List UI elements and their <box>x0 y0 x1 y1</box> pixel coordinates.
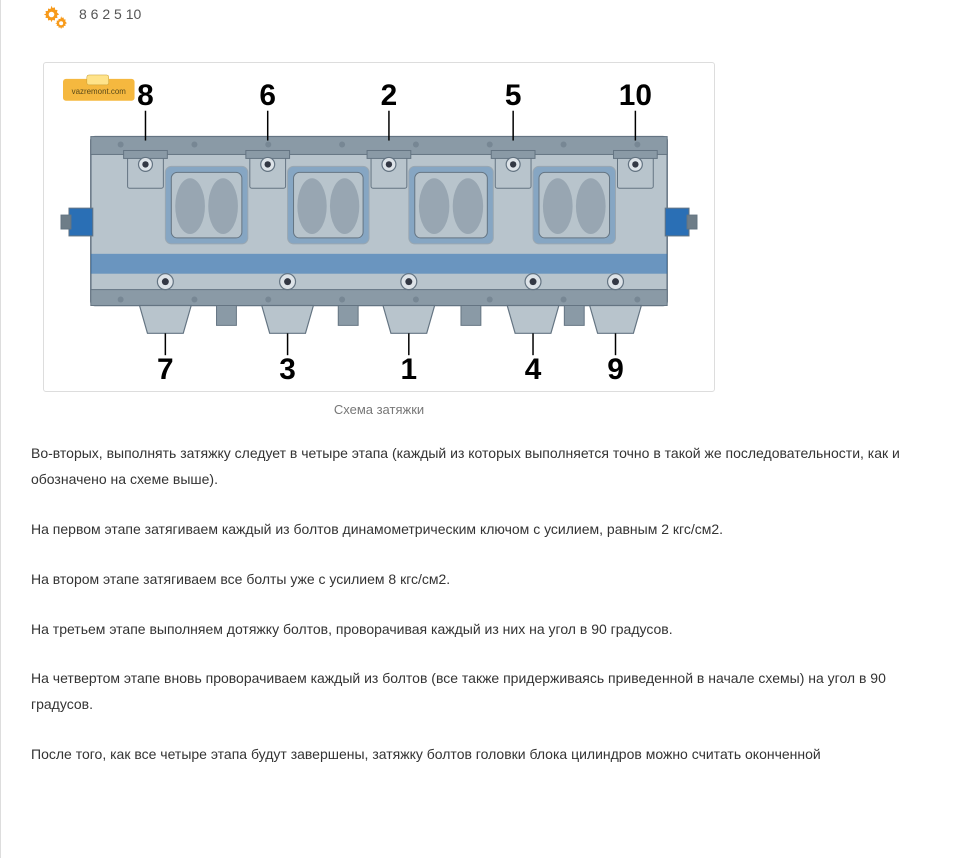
svg-text:2: 2 <box>381 79 398 112</box>
engine-diagram: vazremont.com 8 6 2 5 10 7 3 1 4 9 <box>43 62 715 392</box>
svg-text:5: 5 <box>505 79 522 112</box>
svg-text:4: 4 <box>525 353 542 385</box>
paragraph: На четвертом этапе вновь проворачиваем к… <box>31 666 931 718</box>
paragraph: После того, как все четыре этапа будут з… <box>31 742 931 768</box>
top-row: 8 6 2 5 10 <box>1 0 961 42</box>
figure-wrap: vazremont.com 8 6 2 5 10 7 3 1 4 9 Схема затяжки <box>43 62 715 417</box>
svg-text:3: 3 <box>279 353 296 385</box>
svg-text:vazremont.com: vazremont.com <box>72 87 127 96</box>
paragraph: Во-вторых, выполнять затяжку следует в ч… <box>31 441 931 493</box>
svg-text:10: 10 <box>619 79 652 112</box>
figure-caption: Схема затяжки <box>43 402 715 417</box>
svg-text:7: 7 <box>157 353 174 385</box>
svg-text:1: 1 <box>401 353 418 385</box>
diagram-svg: vazremont.com 8 6 2 5 10 7 3 1 4 9 <box>50 69 708 385</box>
svg-text:6: 6 <box>259 79 276 112</box>
top-numbers-text: 8 6 2 5 10 <box>79 4 141 22</box>
paragraph: На втором этапе затягиваем все болты уже… <box>31 567 931 593</box>
article-content: 8 6 2 5 10 vazremont.com 8 6 2 5 10 7 3 1 4 9 Схем… <box>0 0 961 858</box>
gears-icon <box>41 4 69 32</box>
paragraph: На третьем этапе выполняем дотяжку болто… <box>31 617 931 643</box>
svg-text:8: 8 <box>137 79 154 112</box>
svg-text:9: 9 <box>607 353 624 385</box>
paragraph: На первом этапе затягиваем каждый из бол… <box>31 517 931 543</box>
